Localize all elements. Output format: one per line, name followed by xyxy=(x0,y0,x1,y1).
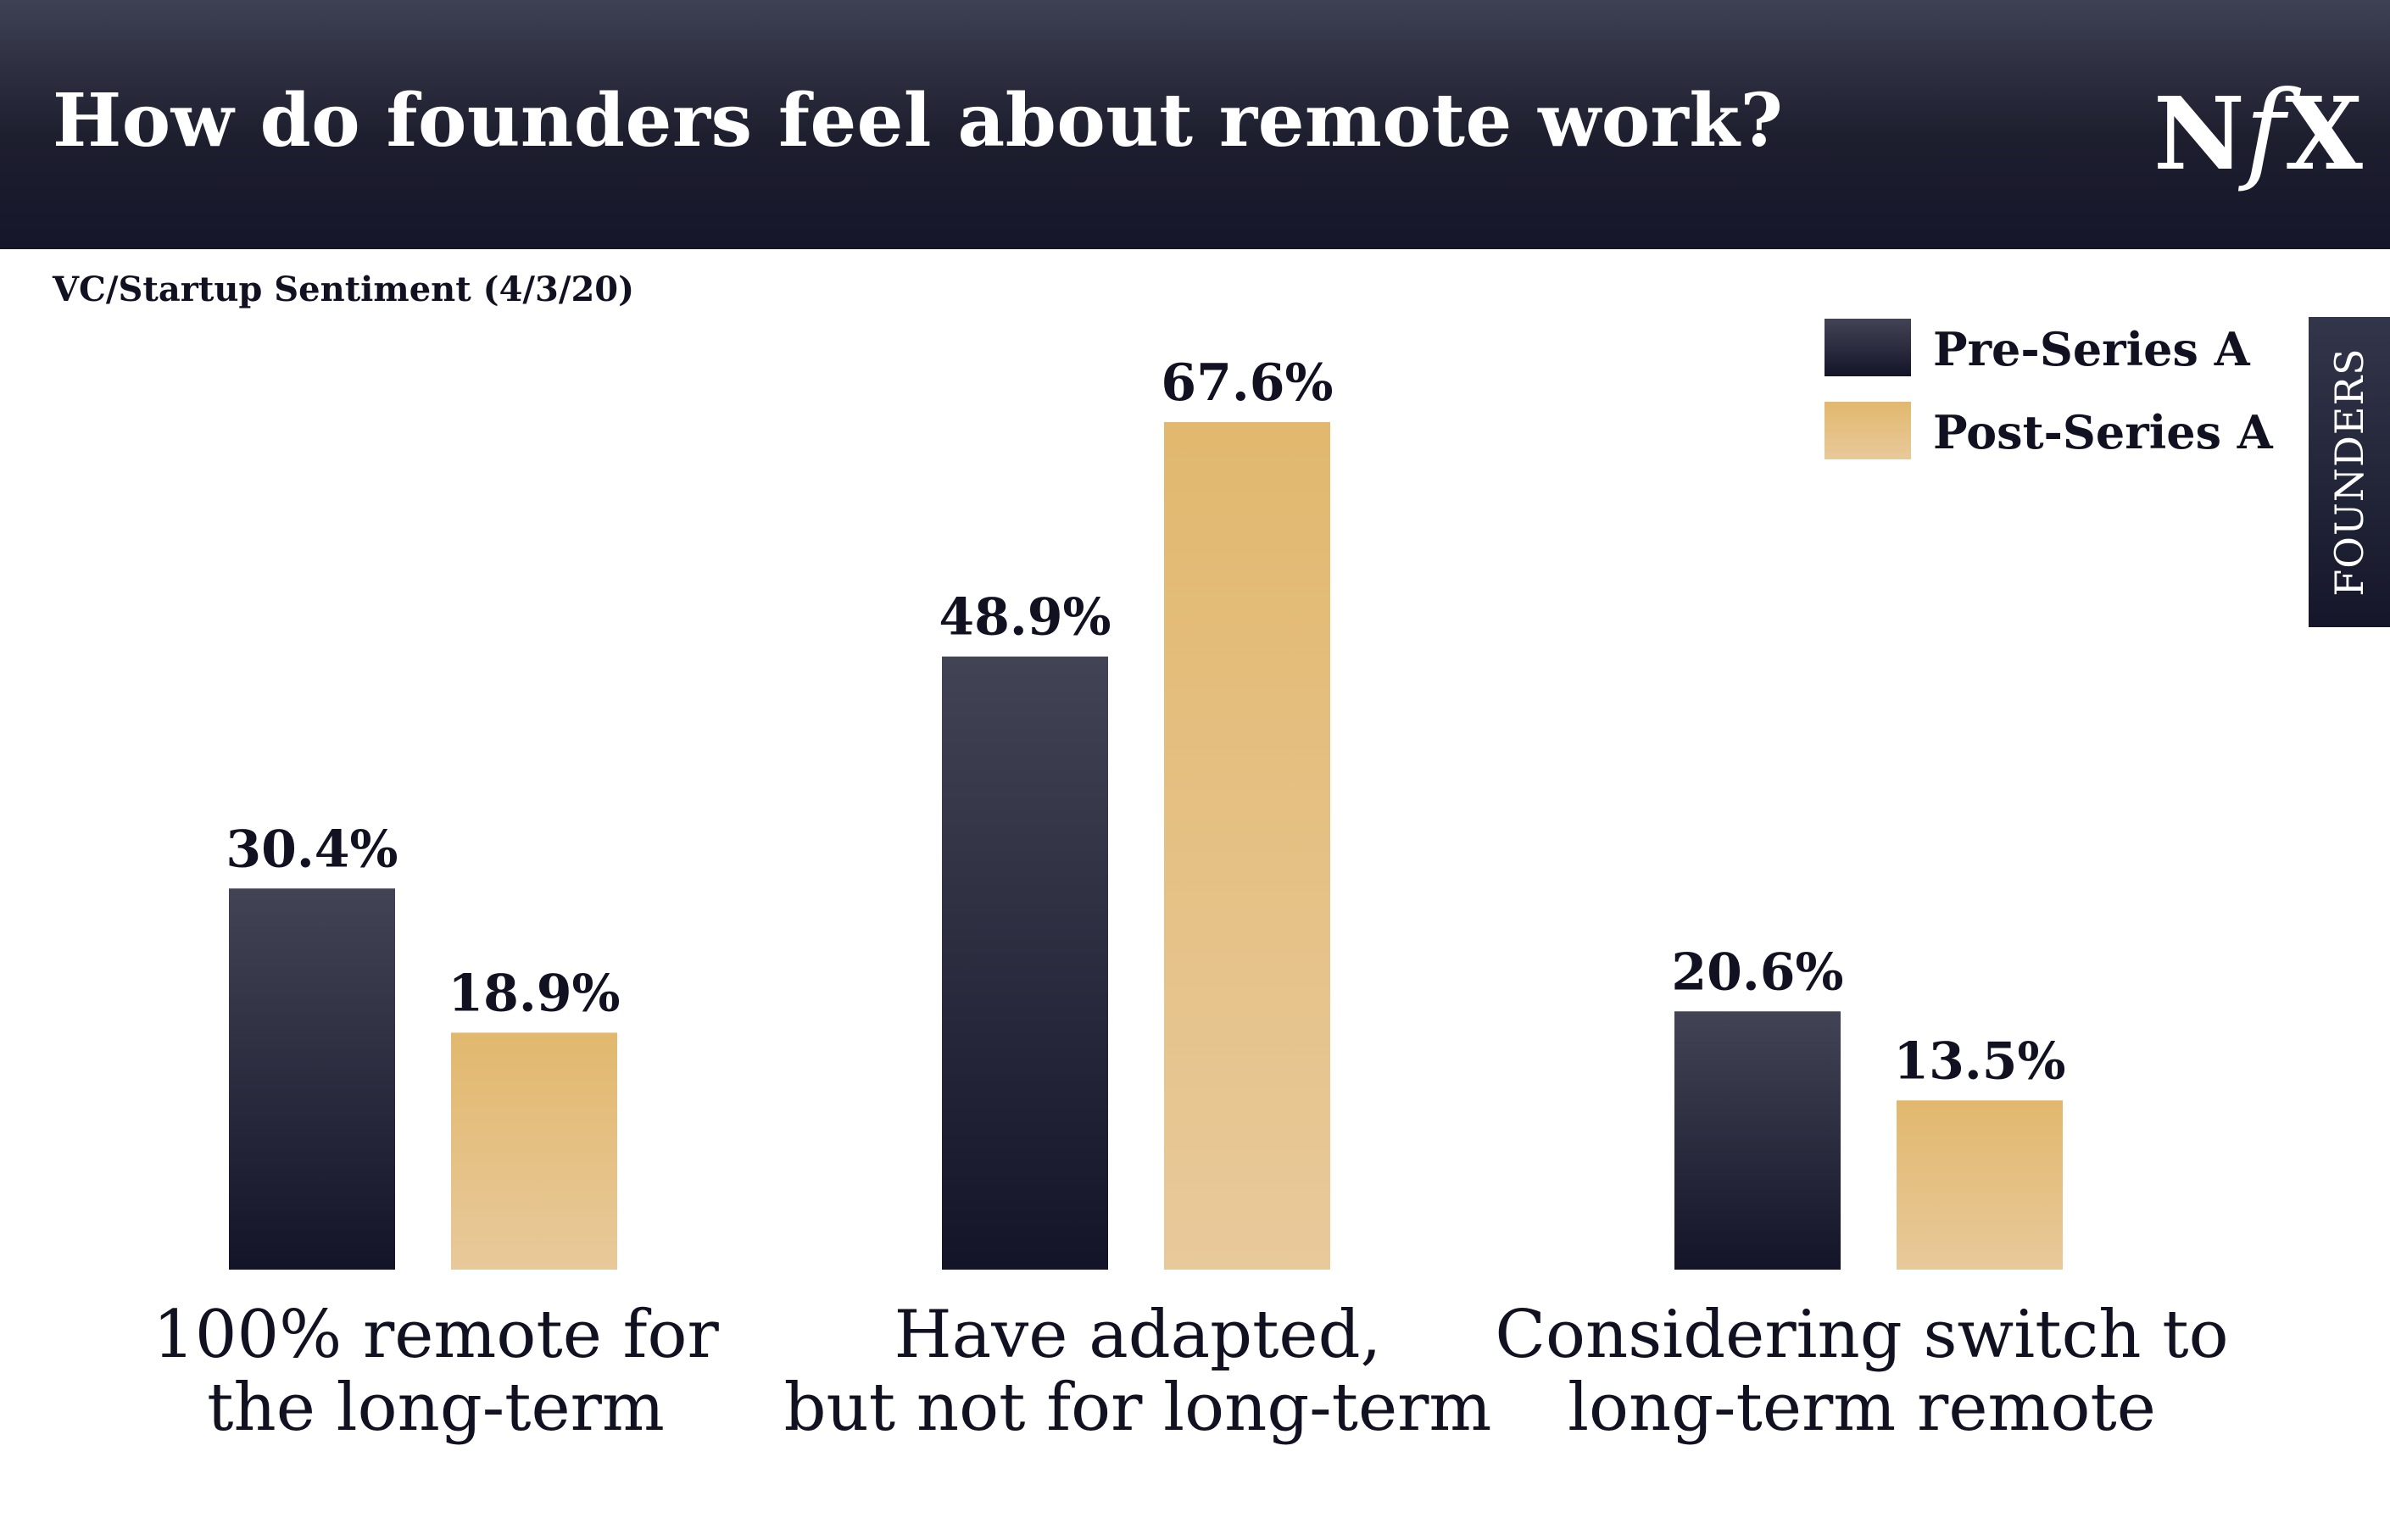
chart-subtitle: VC/Startup Sentiment (4/3/20) xyxy=(53,270,635,309)
legend-swatch-pre-series-a xyxy=(1825,319,1911,376)
chart-title: How do founders feel about remote work? xyxy=(53,78,1784,164)
legend-label-post-series-a: Post-Series A xyxy=(1933,405,2273,459)
data-label-post-series-a-0: 18.9% xyxy=(448,964,620,1023)
data-label-pre-series-a-1: 48.9% xyxy=(939,588,1111,648)
bar-post-series-a-0 xyxy=(451,1032,617,1270)
logo-letter-n: N xyxy=(2153,75,2245,192)
header-bar: How do founders feel about remote work? … xyxy=(0,0,2390,249)
category-label-line: long-term remote xyxy=(1568,1370,2156,1446)
category-label-have-adapted: Have adapted, but not for long-term xyxy=(756,1298,1519,1444)
legend-swatch-post-series-a xyxy=(1825,402,1911,459)
logo-letter-f: f xyxy=(2244,69,2286,195)
bars-group: 30.4% 18.9% 48.9% 67.6% 20.6% 13.5% xyxy=(226,353,2066,1270)
category-label-100-remote: 100% remote for the long-term xyxy=(54,1298,817,1444)
category-label-line: 100% remote for xyxy=(153,1297,719,1373)
bar-pre-series-a-0 xyxy=(229,888,395,1270)
bar-pre-series-a-2 xyxy=(1674,1011,1841,1270)
category-label-line: Considering switch to xyxy=(1495,1297,2229,1373)
category-label-considering-switch: Considering switch to long-term remote xyxy=(1480,1298,2243,1444)
data-label-post-series-a-2: 13.5% xyxy=(1893,1031,2065,1091)
logo-letter-x: X xyxy=(2285,75,2363,192)
nfx-logo: NfX xyxy=(2153,78,2363,186)
side-tab: FOUNDERS xyxy=(2309,317,2390,627)
category-label-line: Have adapted, xyxy=(894,1297,1382,1373)
category-label-line: but not for long-term xyxy=(783,1370,1492,1446)
legend-label-pre-series-a: Pre-Series A xyxy=(1933,322,2250,376)
bar-post-series-a-2 xyxy=(1897,1100,2063,1270)
data-label-pre-series-a-0: 30.4% xyxy=(226,820,398,879)
data-label-pre-series-a-2: 20.6% xyxy=(1671,942,1843,1002)
bar-pre-series-a-1 xyxy=(942,656,1108,1270)
data-label-post-series-a-1: 67.6% xyxy=(1161,353,1333,413)
bar-post-series-a-1 xyxy=(1164,422,1330,1270)
category-label-line: the long-term xyxy=(207,1370,665,1446)
